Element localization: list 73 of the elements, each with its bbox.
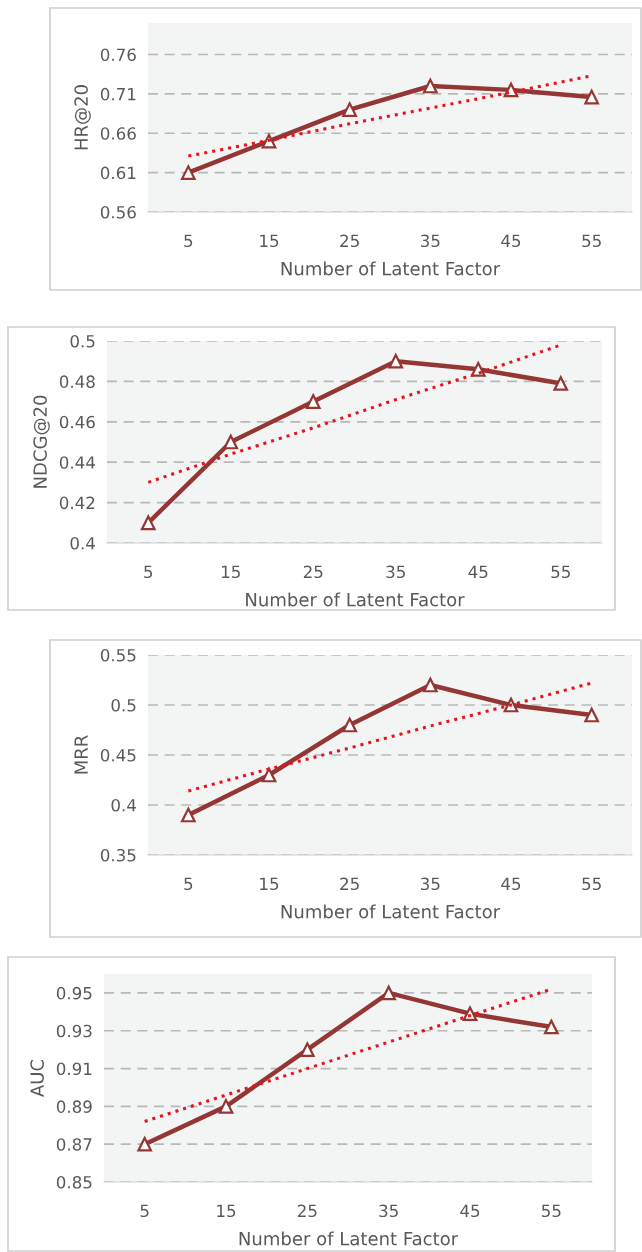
x-tick-label: 5 xyxy=(144,565,153,579)
x-tick-label: 45 xyxy=(501,877,521,891)
y-tick-label: 0.61 xyxy=(100,166,136,180)
y-tick-label: 0.4 xyxy=(70,536,95,550)
x-tick-label: 15 xyxy=(217,1204,236,1218)
point xyxy=(299,1042,315,1057)
x-tick-label: 15 xyxy=(260,234,279,248)
x-tick-label: 55 xyxy=(551,565,570,579)
x-tick-label: 55 xyxy=(582,234,601,248)
x-tick-label: 35 xyxy=(421,877,440,891)
x-tick-label: 25 xyxy=(303,565,323,579)
y-tick-label: 0.4 xyxy=(111,798,136,812)
y-tick-label: 0.95 xyxy=(56,986,92,1000)
y-tick-label: 0.85 xyxy=(56,1175,92,1189)
y-tick-label: 0.42 xyxy=(59,496,95,510)
point xyxy=(422,78,438,94)
x-tick-label: 35 xyxy=(379,1204,398,1218)
x-tick-label: 45 xyxy=(468,565,488,579)
y-axis-title: NDCG@20 xyxy=(33,395,50,488)
x-axis-title: Number of Latent Factor xyxy=(281,904,501,919)
x-tick-label: 35 xyxy=(421,234,440,248)
x-tick-label: 35 xyxy=(386,565,405,579)
y-tick-label: 0.93 xyxy=(56,1024,92,1038)
y-tick-label: 0.35 xyxy=(100,848,136,862)
point xyxy=(342,102,358,117)
x-axis-title: Number of Latent Factor xyxy=(281,261,501,276)
x-tick-label: 15 xyxy=(260,877,279,891)
point xyxy=(543,1019,559,1035)
x-tick-label: 5 xyxy=(140,1204,149,1218)
x-tick-label: 45 xyxy=(501,234,521,248)
x-axis-title: Number of Latent Factor xyxy=(239,1231,459,1246)
y-tick-label: 0.71 xyxy=(100,87,136,101)
x-tick-label: 55 xyxy=(542,1204,561,1218)
x-tick-label: 55 xyxy=(582,877,601,891)
point xyxy=(180,165,196,180)
y-tick-label: 0.66 xyxy=(100,127,136,140)
y-tick-label: 0.55 xyxy=(100,648,136,662)
point xyxy=(422,677,438,693)
x-tick-label: 25 xyxy=(340,877,359,891)
y-axis-title: HR@20 xyxy=(74,85,91,150)
y-tick-label: 0.5 xyxy=(70,334,95,348)
x-tick-label: 45 xyxy=(460,1204,480,1218)
y-tick-label: 0.44 xyxy=(59,456,95,469)
x-tick-label: 5 xyxy=(184,234,193,248)
y-tick-label: 0.46 xyxy=(59,415,95,429)
point xyxy=(180,807,196,823)
x-tick-label: 25 xyxy=(297,1204,317,1218)
point xyxy=(388,353,404,369)
point xyxy=(584,89,600,105)
point xyxy=(305,394,321,409)
x-tick-label: 15 xyxy=(221,565,240,579)
y-tick-label: 0.87 xyxy=(56,1138,92,1151)
point xyxy=(584,707,600,723)
point xyxy=(223,434,239,450)
point xyxy=(381,985,397,1001)
point xyxy=(342,717,358,733)
point xyxy=(137,1136,153,1152)
y-tick-label: 0.76 xyxy=(100,48,136,62)
point xyxy=(553,376,569,391)
y-tick-label: 0.48 xyxy=(59,375,95,388)
point xyxy=(140,515,156,531)
x-tick-label: 5 xyxy=(184,877,193,891)
y-tick-label: 0.5 xyxy=(111,698,136,712)
y-tick-label: 0.56 xyxy=(100,205,136,219)
point xyxy=(261,767,277,783)
y-axis-title: AUC xyxy=(30,1059,44,1097)
y-tick-label: 0.45 xyxy=(100,748,136,762)
x-tick-label: 25 xyxy=(340,234,359,248)
point xyxy=(218,1099,234,1114)
y-tick-label: 0.91 xyxy=(56,1062,92,1076)
x-axis-title: Number of Latent Factor xyxy=(246,592,465,607)
y-axis-title: MRR xyxy=(74,735,88,774)
y-tick-label: 0.89 xyxy=(56,1100,92,1113)
